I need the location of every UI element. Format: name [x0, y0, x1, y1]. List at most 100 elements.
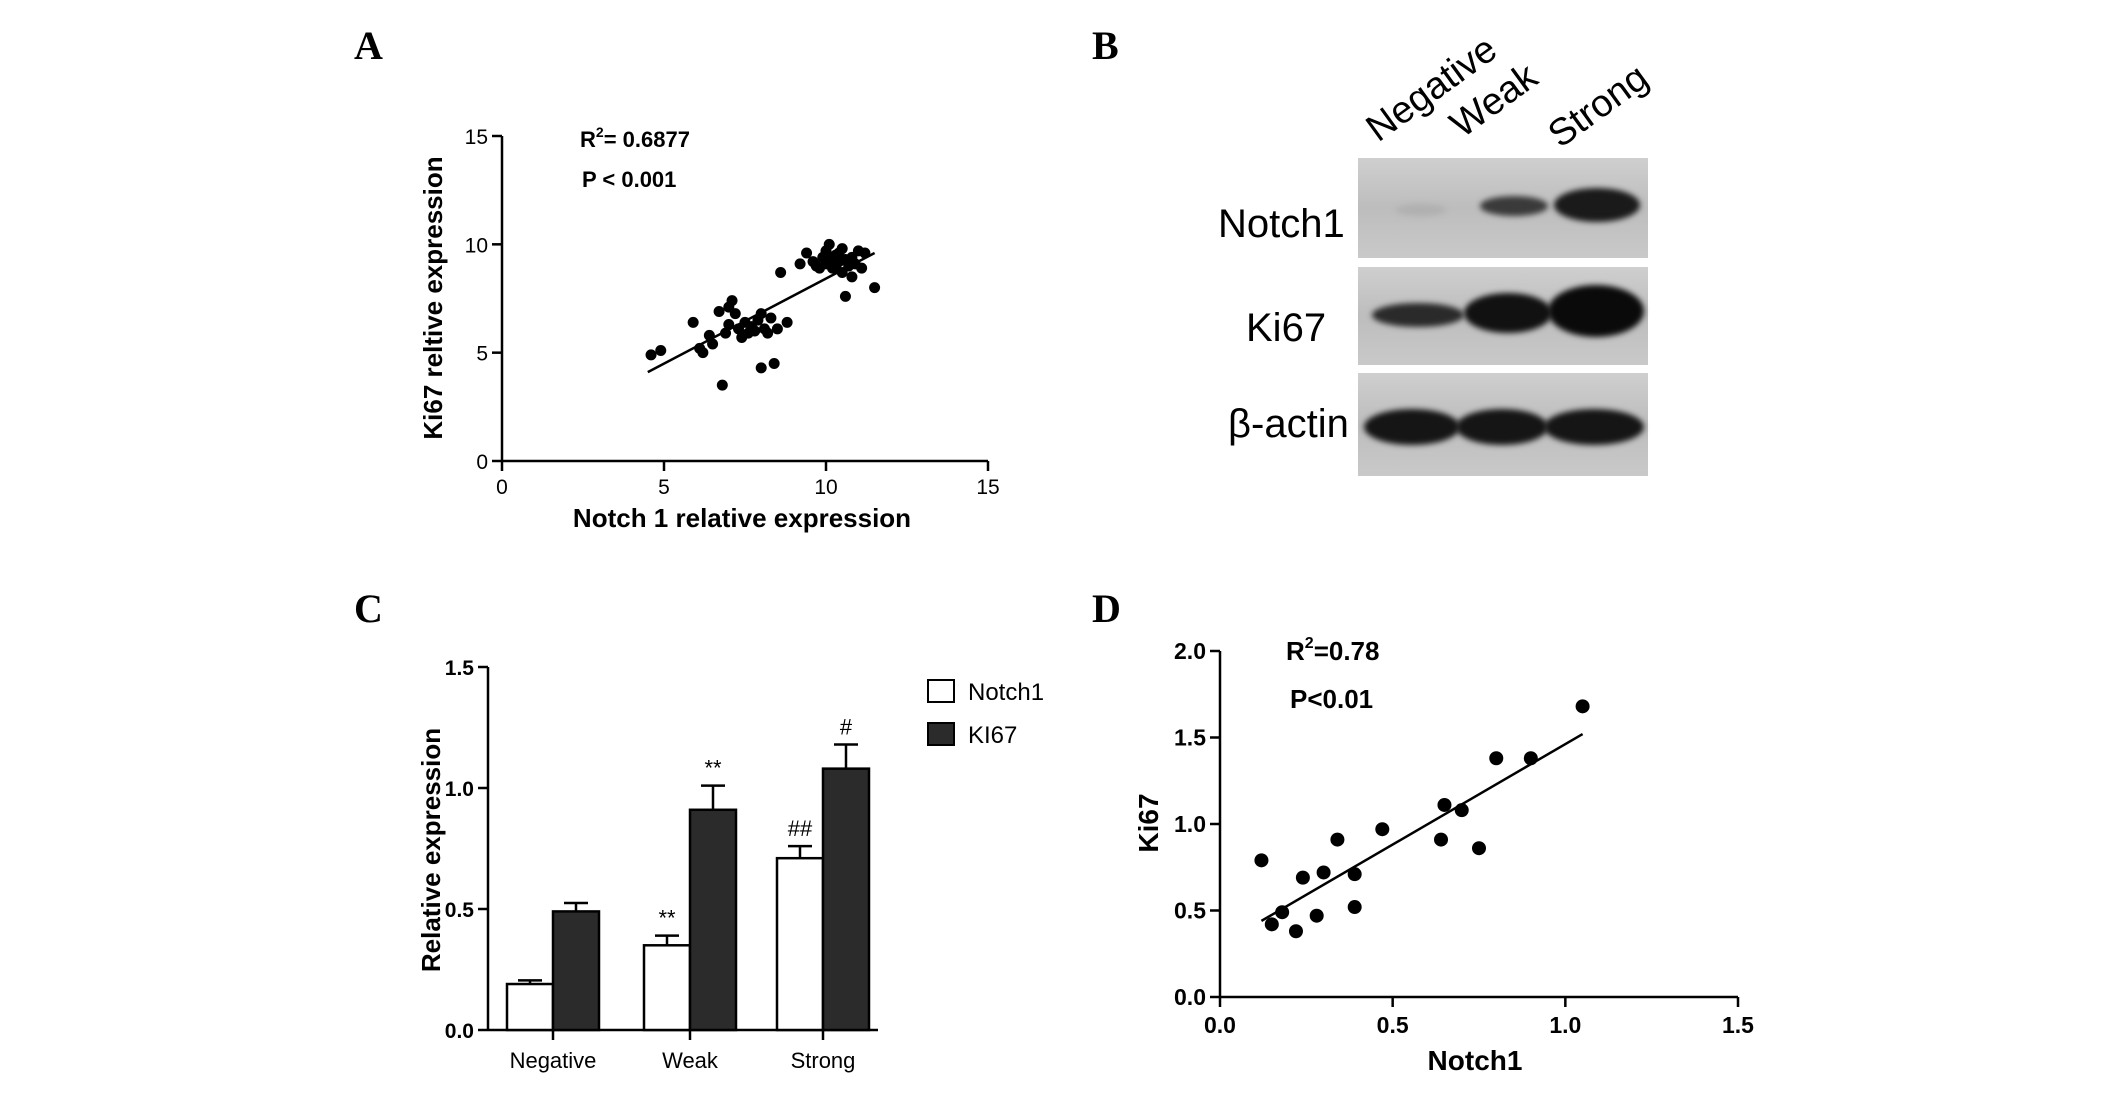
blot-band	[1548, 285, 1644, 337]
chart-d-data-point	[1264, 917, 1279, 932]
blot-row-label: Notch1	[1218, 202, 1345, 246]
chart-c-y-tick-label: 0.0	[445, 1020, 474, 1043]
chart-a-data-point	[723, 319, 735, 330]
blot-strip-beta-actin	[1358, 373, 1648, 476]
chart-d-data-point	[1275, 905, 1290, 920]
blot-strip-notch1	[1358, 158, 1648, 258]
chart-a-data-point	[726, 295, 738, 307]
chart-a-y-axis-label: Ki67 reltive expression	[418, 156, 448, 439]
chart-d-y-tick-label: 2.0	[1174, 638, 1206, 664]
chart-c-x-tick-label: Strong	[791, 1048, 856, 1073]
chart-d-data-point	[1347, 900, 1362, 915]
chart-a-data-point	[810, 260, 822, 272]
chart-d-y-tick-label: 1.0	[1174, 811, 1206, 837]
chart-a-data-point	[687, 316, 699, 328]
chart-a-data-point	[703, 329, 715, 341]
chart-c-bar	[821, 767, 871, 1032]
chart-a-data-point	[655, 345, 667, 356]
chart-c-y-tick-label: 0.5	[445, 899, 475, 922]
panel-letter-c: C	[354, 586, 383, 631]
chart-c-bar	[642, 944, 692, 1032]
chart-d-data-point	[1309, 908, 1324, 923]
chart-d-x-tick-label: 0.5	[1377, 1012, 1409, 1038]
chart-d-data-point	[1437, 797, 1452, 812]
chart-d-data-point	[1454, 803, 1469, 818]
panel-letter-d: D	[1092, 586, 1121, 631]
chart-d-y-axis-label: Ki67	[1133, 793, 1164, 852]
chart-c-bar	[775, 856, 825, 1032]
chart-a-x-tick-label: 10	[814, 476, 837, 499]
chart-a-data-point	[856, 262, 868, 274]
chart-a-data-point	[801, 247, 813, 259]
legend-swatch-notch1	[927, 679, 955, 703]
blot-band	[1364, 409, 1460, 445]
chart-a-data-point	[839, 290, 851, 302]
chart-a-y-tick-label: 5	[476, 343, 488, 366]
chart-a-data-point	[794, 258, 806, 270]
chart-d-data-point	[1575, 699, 1590, 714]
chart-a-data-point	[771, 323, 783, 335]
chart-d-data-point	[1489, 751, 1504, 766]
chart-c-y-axis-label: Relative expression	[416, 728, 446, 972]
chart-d-x-axis-label: Notch1	[1428, 1045, 1523, 1076]
chart-c-bar	[551, 910, 601, 1032]
chart-a-data-point	[697, 347, 709, 359]
chart-d-y-tick-label: 0.0	[1174, 984, 1206, 1010]
chart-a-data-point	[823, 238, 835, 250]
chart-d-data-point	[1375, 822, 1390, 837]
chart-d-fit-line	[1260, 732, 1584, 922]
chart-a-y-tick-label: 0	[476, 451, 488, 474]
chart-d-data-point	[1254, 853, 1269, 868]
chart-a-x-tick-label: 15	[976, 476, 999, 499]
chart-a-data-point	[833, 247, 845, 259]
legend-label-ki67: KI67	[968, 722, 1017, 749]
chart-d-y-tick-label: 1.5	[1174, 725, 1206, 751]
chart-a-x-tick-label: 5	[658, 476, 670, 499]
chart-a-data-point	[869, 282, 881, 294]
blot-row-label: Ki67	[1246, 306, 1327, 350]
chart-c-legend: Notch1 KI67	[927, 679, 1044, 749]
chart-c-bar	[688, 808, 738, 1032]
chart-d-p-annotation: P<0.01	[1290, 684, 1373, 714]
chart-a-data-point	[720, 327, 732, 339]
chart-c-y-tick-label: 1.0	[445, 778, 474, 801]
chart-a-data-point	[645, 349, 657, 361]
blot-band	[1554, 188, 1640, 222]
chart-d-data-point	[1288, 924, 1303, 939]
chart-a-data-point	[859, 247, 871, 259]
blot-band	[1396, 204, 1446, 216]
chart-d-data-point	[1434, 832, 1449, 847]
chart-c-x-tick-label: Negative	[510, 1048, 597, 1073]
legend-swatch-ki67	[927, 722, 955, 746]
chart-a-y-tick-label: 15	[465, 126, 488, 149]
chart-a-data-point	[713, 306, 725, 317]
chart-d-r2-annotation: R2=0.78	[1286, 635, 1379, 666]
chart-c-significance-label: **	[704, 756, 722, 781]
chart-c-significance-label: #	[840, 714, 853, 739]
legend-label-notch1: Notch1	[968, 679, 1044, 706]
chart-d-data-point	[1523, 751, 1538, 766]
chart-a-data-point	[755, 308, 767, 320]
blot-band	[1480, 196, 1548, 216]
blot-band	[1456, 409, 1548, 445]
chart-a-data-point	[755, 362, 767, 374]
chart-a-data-point	[765, 312, 777, 324]
chart-a-data-point	[781, 316, 793, 328]
blot-band	[1372, 303, 1464, 327]
chart-d-x-tick-label: 1.5	[1722, 1012, 1754, 1038]
chart-c-significance-label: **	[658, 906, 676, 931]
chart-c-significance-label: ##	[788, 816, 813, 841]
chart-d-data-point	[1295, 870, 1310, 885]
chart-c-y-tick-label: 1.5	[445, 657, 475, 680]
blot-row-label: β-actin	[1228, 402, 1349, 446]
chart-a-x-axis-label: Notch 1 relative expression	[573, 503, 911, 533]
blot-band	[1464, 293, 1552, 333]
chart-d-y-tick-label: 0.5	[1174, 898, 1206, 924]
chart-d-x-tick-label: 0.0	[1204, 1012, 1236, 1038]
blot-band	[1544, 409, 1644, 445]
chart-a-x-tick-label: 0	[496, 476, 508, 499]
chart-a-r2-annotation: R2= 0.6877	[580, 124, 690, 152]
